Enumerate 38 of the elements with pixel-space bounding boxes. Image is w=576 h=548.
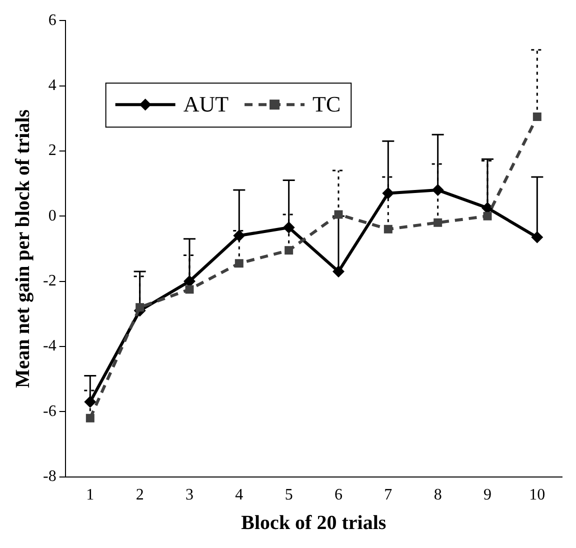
point [483,212,492,220]
point [334,210,343,219]
x-tick-label: 4 [235,486,244,504]
y-tick-label: 4 [48,76,56,94]
point [382,187,394,200]
x-tick-label: 1 [86,486,94,504]
y-axis-title: Mean net gain per block of trials [12,109,34,388]
point [136,303,144,312]
point [432,184,444,196]
y-tick-label: -6 [43,402,56,420]
point [434,218,442,227]
point [84,396,96,408]
y-tick-label: 6 [48,12,56,29]
x-axis-title: Block of 20 trials [241,512,386,534]
y-tick-label: 0 [48,207,56,224]
x-tick-label: 9 [484,486,492,504]
x-tick-label: 6 [334,486,342,504]
point [332,266,344,278]
y-tick-label: 2 [48,142,56,160]
x-tick-label: 10 [529,486,546,504]
point [233,230,246,242]
y-tick-label: -8 [43,468,56,486]
point [185,285,194,294]
legend-label: TC [312,91,341,116]
y-tick-label: -4 [43,338,56,355]
point [284,246,294,255]
x-tick-label: 5 [284,486,293,504]
point [282,222,295,234]
y-tick-label: -2 [43,272,56,290]
x-tick-label: 7 [384,486,392,504]
x-tick-label: 2 [136,486,144,504]
x-tick-label: 8 [434,486,442,504]
point [384,224,392,234]
point [531,231,544,244]
point [234,259,244,268]
legend-label: AUT [183,91,230,116]
x-tick-label: 3 [185,486,194,504]
point [86,414,94,422]
